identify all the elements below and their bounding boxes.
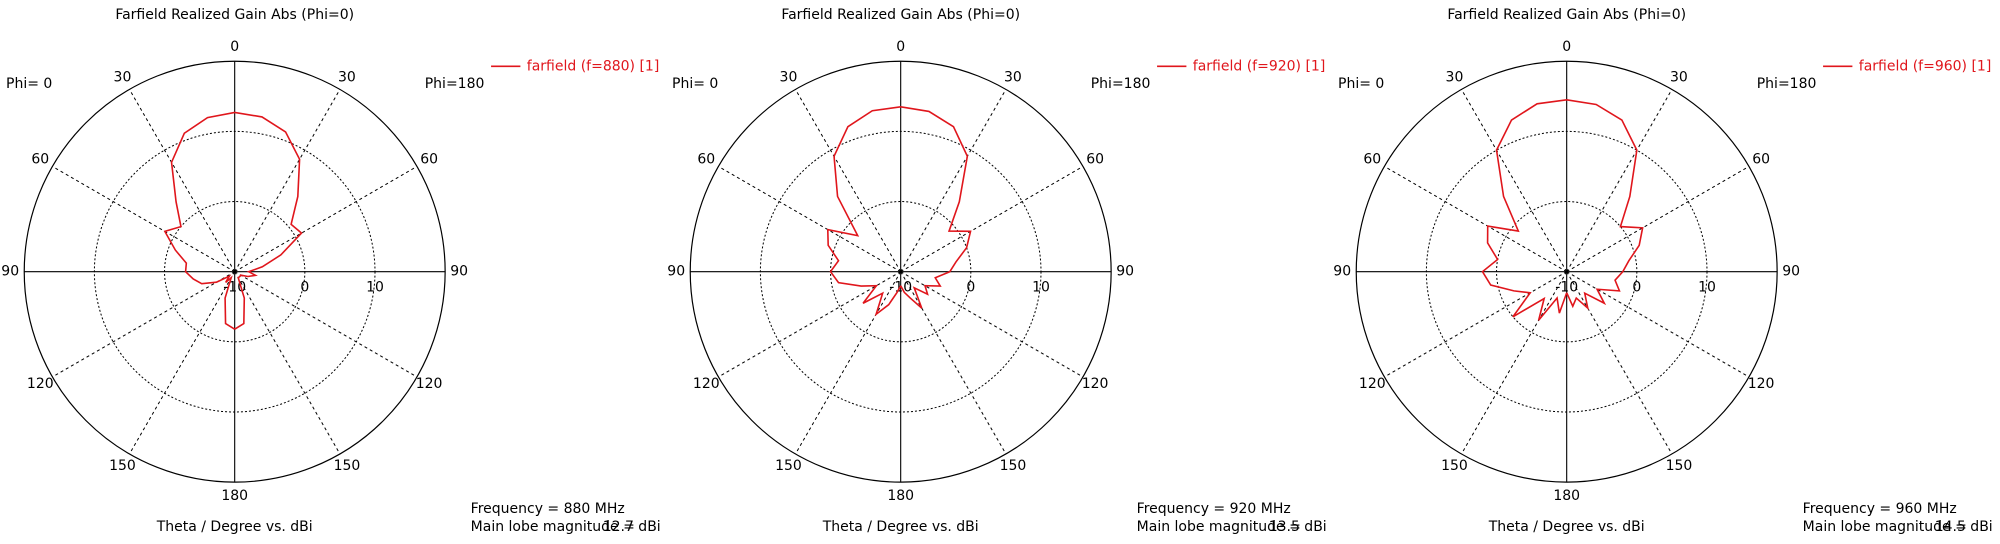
- angle-label: 60: [1363, 151, 1381, 167]
- angle-label: 120: [416, 376, 443, 392]
- annotation: Frequency = 960 MHz: [1803, 501, 1957, 517]
- r-tick-label: 10: [366, 280, 384, 296]
- annotation: Main lobe magnitude =: [1803, 519, 1967, 535]
- gain-curve: [1481, 99, 1644, 321]
- annotation: 13.5 dBi: [1269, 519, 1327, 535]
- spoke: [52, 166, 235, 273]
- spoke: [1566, 271, 1673, 455]
- gain-curve: [163, 111, 303, 330]
- spoke: [234, 271, 341, 455]
- spoke: [900, 89, 1007, 272]
- phi-left: Phi= 0: [672, 76, 718, 92]
- angle-label: 60: [697, 151, 715, 167]
- phi-left: Phi= 0: [6, 76, 52, 92]
- spoke: [795, 89, 902, 272]
- angle-label: 150: [109, 458, 136, 474]
- angle-label: 150: [1441, 458, 1468, 474]
- angle-label: 180: [887, 488, 914, 504]
- angle-label: 180: [1553, 488, 1580, 504]
- r-tick-label: 0: [966, 280, 975, 296]
- spoke: [1461, 271, 1568, 455]
- phi-right: Phi=180: [1091, 76, 1151, 92]
- annotation: 12.7 dBi: [603, 519, 661, 535]
- spoke: [1461, 89, 1568, 272]
- angle-label: 120: [1082, 376, 1109, 392]
- annotation: Main lobe magnitude =: [1137, 519, 1301, 535]
- chart-title: Farfield Realized Gain Abs (Phi=0): [115, 7, 354, 23]
- angle-label: 90: [1, 264, 19, 280]
- r-tick-label: 10: [1698, 280, 1716, 296]
- phi-right: Phi=180: [425, 76, 485, 92]
- angle-label: 0: [896, 39, 905, 55]
- angle-label: 30: [338, 69, 356, 85]
- chart-title: Farfield Realized Gain Abs (Phi=0): [781, 7, 1020, 23]
- angle-label: 180: [221, 488, 248, 504]
- angle-label: 30: [1670, 69, 1688, 85]
- spoke: [795, 271, 902, 455]
- angle-label: 0: [1562, 39, 1571, 55]
- angle-label: 60: [1086, 151, 1104, 167]
- angle-label: 90: [1116, 264, 1134, 280]
- legend-label: farfield (f=920) [1]: [1193, 58, 1326, 74]
- angle-label: 60: [31, 151, 49, 167]
- x-axis-label: Theta / Degree vs. dBi: [156, 519, 313, 535]
- legend-label: farfield (f=880) [1]: [527, 58, 660, 74]
- spoke: [718, 166, 901, 273]
- spoke: [1384, 271, 1567, 378]
- angle-label: 120: [1748, 376, 1775, 392]
- angle-label: 120: [27, 376, 54, 392]
- angle-label: 60: [1752, 151, 1770, 167]
- angle-label: 150: [334, 458, 361, 474]
- spoke: [1384, 166, 1567, 273]
- angle-label: 90: [450, 264, 468, 280]
- angle-label: 150: [775, 458, 802, 474]
- spoke: [1566, 271, 1750, 378]
- spoke: [52, 271, 235, 378]
- angle-label: 120: [1359, 376, 1386, 392]
- angle-label: 150: [1000, 458, 1027, 474]
- spoke: [129, 271, 236, 455]
- spoke: [1566, 89, 1673, 272]
- spoke: [129, 89, 236, 272]
- gain-curve: [826, 106, 972, 317]
- spoke: [234, 271, 418, 378]
- angle-label: 60: [420, 151, 438, 167]
- x-axis-label: Theta / Degree vs. dBi: [1488, 519, 1645, 535]
- spoke: [900, 271, 1084, 378]
- angle-label: 90: [667, 264, 685, 280]
- spoke: [234, 89, 341, 272]
- angle-label: 30: [114, 69, 132, 85]
- annotation: 14.5 dBi: [1935, 519, 1993, 535]
- spoke: [234, 166, 418, 273]
- annotation: Frequency = 880 MHz: [471, 501, 625, 517]
- spoke: [718, 271, 901, 378]
- r-tick-label: 0: [300, 280, 309, 296]
- angle-label: 150: [1666, 458, 1693, 474]
- angle-label: 90: [1333, 264, 1351, 280]
- r-tick-label: 10: [1032, 280, 1050, 296]
- legend-label: farfield (f=960) [1]: [1859, 58, 1992, 74]
- r-tick-label: 0: [1632, 280, 1641, 296]
- angle-label: 120: [693, 376, 720, 392]
- spoke: [900, 271, 1007, 455]
- angle-label: 90: [1782, 264, 1800, 280]
- phi-left: Phi= 0: [1338, 76, 1384, 92]
- annotation: Main lobe magnitude =: [471, 519, 635, 535]
- chart-title: Farfield Realized Gain Abs (Phi=0): [1447, 7, 1686, 23]
- phi-right: Phi=180: [1757, 76, 1817, 92]
- angle-label: 30: [1446, 69, 1464, 85]
- annotation: Frequency = 920 MHz: [1137, 501, 1291, 517]
- angle-label: 30: [780, 69, 798, 85]
- angle-label: 30: [1004, 69, 1022, 85]
- spoke: [1566, 166, 1750, 273]
- x-axis-label: Theta / Degree vs. dBi: [822, 519, 979, 535]
- angle-label: 0: [230, 39, 239, 55]
- spoke: [900, 166, 1084, 273]
